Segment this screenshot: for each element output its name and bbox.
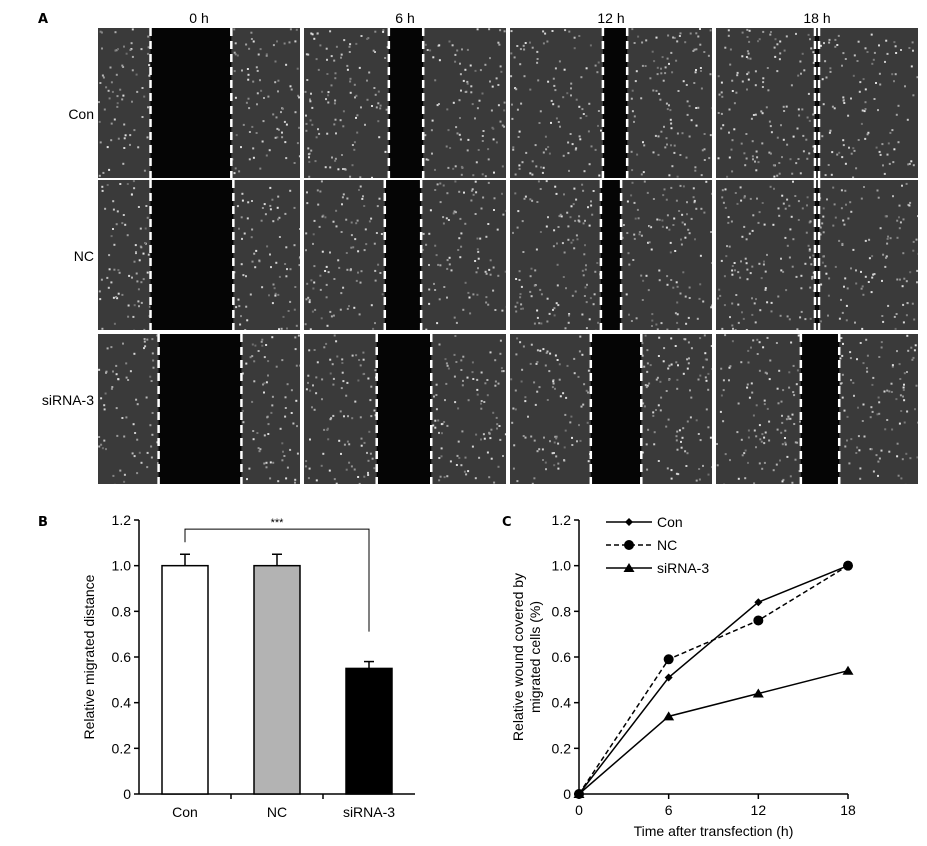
wound-gap bbox=[602, 28, 628, 178]
micrograph-nc-18h bbox=[716, 180, 918, 330]
x-tick-label: NC bbox=[267, 804, 287, 820]
time-label-12h: 12 h bbox=[597, 10, 625, 26]
panel-b-letter: B bbox=[38, 515, 48, 530]
wound-gap bbox=[158, 334, 242, 484]
point-sirna-3 bbox=[752, 688, 764, 698]
group-label-nc: NC bbox=[73, 248, 94, 264]
wound-gap bbox=[814, 28, 820, 178]
wound-gap bbox=[800, 334, 840, 484]
micrograph-nc-12h bbox=[510, 180, 712, 330]
bar-sirna-3 bbox=[345, 667, 393, 795]
wound-gap bbox=[150, 28, 232, 178]
legend-label-sirna-3: siRNA-3 bbox=[657, 560, 709, 576]
wound-gap bbox=[384, 180, 422, 330]
legend-marker-nc bbox=[624, 540, 634, 550]
micrograph-con-0h bbox=[98, 28, 300, 178]
point-sirna-3 bbox=[663, 711, 675, 721]
time-label-18h: 18 h bbox=[803, 10, 831, 26]
point-con bbox=[664, 673, 673, 682]
legend-marker-con bbox=[625, 518, 633, 526]
point-nc bbox=[663, 654, 674, 665]
time-label-0h: 0 h bbox=[189, 10, 209, 26]
micrograph-con-6h bbox=[304, 28, 506, 178]
y-tick-label: 0.8 bbox=[552, 603, 572, 619]
legend-label-con: Con bbox=[657, 514, 683, 530]
micrograph-con-12h bbox=[510, 28, 712, 178]
micrograph-nc-0h bbox=[98, 180, 300, 330]
point-sirna-3 bbox=[842, 665, 854, 675]
y-tick-label: 0.2 bbox=[552, 740, 572, 756]
significance-bracket bbox=[184, 528, 370, 632]
point-con bbox=[754, 598, 763, 607]
y-tick-label: 1.0 bbox=[552, 558, 572, 574]
group-label-sirna: siRNA-3 bbox=[41, 392, 94, 408]
micrograph-sirna-3-18h bbox=[716, 334, 918, 484]
point-sirna-3 bbox=[573, 789, 585, 798]
significance-label: *** bbox=[271, 517, 285, 529]
x-tick-label: 12 bbox=[751, 802, 767, 818]
series-line-nc bbox=[578, 565, 849, 795]
y-axis-label: Relative migrated distance bbox=[81, 574, 97, 739]
y-tick-label: 1.2 bbox=[552, 512, 572, 528]
y-tick-label: 0 bbox=[123, 786, 131, 802]
y-tick-label: 1.2 bbox=[112, 512, 132, 528]
micrograph-sirna-3-6h bbox=[304, 334, 506, 484]
wound-gap bbox=[814, 180, 820, 330]
y-tick-label: 1.0 bbox=[112, 558, 132, 574]
y-tick-label: 0.4 bbox=[112, 695, 132, 711]
group-label-con: Con bbox=[68, 106, 94, 122]
x-tick-label: 18 bbox=[840, 802, 856, 818]
x-tick-label: Con bbox=[172, 804, 198, 820]
x-tick-label: 0 bbox=[575, 802, 583, 818]
series-line-sirna-3 bbox=[578, 669, 849, 795]
wound-gap bbox=[600, 180, 622, 330]
point-nc bbox=[843, 560, 853, 571]
panel-c-letter: C bbox=[502, 515, 512, 530]
x-tick-label: siRNA-3 bbox=[343, 804, 395, 820]
micrograph-con-18h bbox=[716, 28, 918, 178]
panel-a-letter: A bbox=[38, 12, 49, 27]
bar-con bbox=[161, 564, 209, 795]
wound-gap bbox=[376, 334, 432, 484]
y-tick-label: 0 bbox=[563, 786, 571, 802]
y-tick-label: 0.8 bbox=[112, 603, 132, 619]
point-nc bbox=[753, 615, 764, 626]
bar-nc bbox=[253, 564, 301, 795]
y-tick-label: 0.4 bbox=[552, 695, 572, 711]
micrograph-sirna-3-0h bbox=[98, 334, 300, 484]
y-tick-label: 0.2 bbox=[112, 740, 132, 756]
micrograph-nc-6h bbox=[304, 180, 506, 330]
x-axis-label: Time after transfection (h) bbox=[634, 823, 794, 839]
y-tick-label: 0.6 bbox=[552, 649, 572, 665]
time-label-6h: 6 h bbox=[395, 10, 415, 26]
legend-label-nc: NC bbox=[657, 537, 677, 553]
y-axis-label: Relative wound covered by bbox=[510, 573, 526, 741]
y-axis-label: migrated cells (%) bbox=[527, 601, 543, 713]
y-tick-label: 0.6 bbox=[112, 649, 132, 665]
micrograph-sirna-3-12h bbox=[510, 334, 712, 484]
wound-gap bbox=[590, 334, 642, 484]
legend-marker-sirna-3 bbox=[623, 563, 635, 572]
wound-gap bbox=[150, 180, 234, 330]
wound-gap bbox=[388, 28, 424, 178]
x-tick-label: 6 bbox=[665, 802, 673, 818]
